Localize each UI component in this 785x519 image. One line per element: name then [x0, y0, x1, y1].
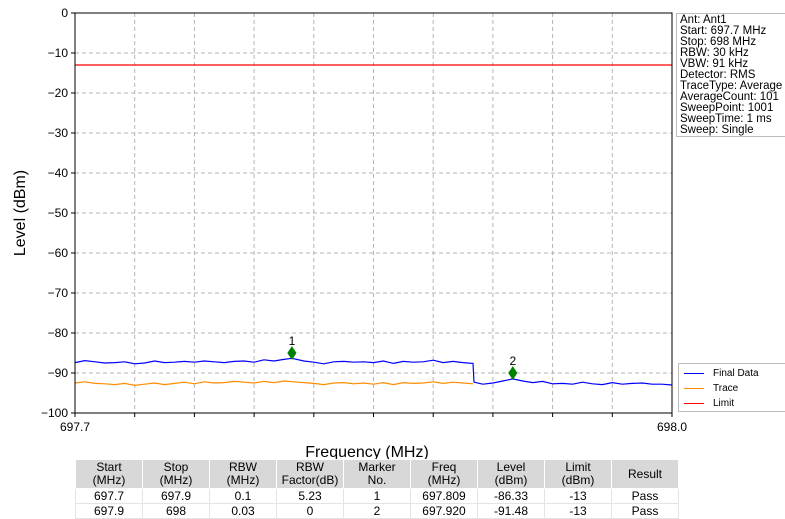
cell-level: -86.33: [477, 488, 545, 504]
spectrum-chart: 12 0−10−20−30−40−50−60−70−80−90−100697.7…: [12, 6, 687, 460]
marker-label: 1: [289, 334, 296, 348]
cell-limit: -13: [544, 503, 612, 519]
header-rbw-factor: RBW Factor(dB): [276, 459, 344, 489]
cell-rbw: 0.03: [209, 503, 277, 519]
y-tick-label: −80: [48, 326, 69, 340]
legend-item-limit: Limit: [684, 396, 785, 411]
legend-item-final-data: Final Data: [684, 366, 785, 381]
cell-level: -91.48: [477, 503, 545, 519]
header-level: Level (dBm): [477, 459, 545, 489]
cell-rbw-factor: 0: [276, 503, 344, 519]
legend-label-trace: Trace: [713, 383, 739, 394]
y-tick-label: −100: [41, 406, 68, 420]
marker-label: 2: [509, 354, 516, 368]
cell-start: 697.7: [75, 488, 143, 504]
cell-limit: -13: [544, 488, 612, 504]
info-sweep-time: SweepTime: 1 ms: [680, 113, 772, 125]
x-tick-label: 698.0: [657, 420, 687, 434]
info-sweep: Sweep: Single: [680, 124, 754, 136]
info-antenna: Ant: Ant1: [680, 14, 727, 26]
header-stop: Stop (MHz): [142, 459, 210, 489]
legend-label-limit: Limit: [713, 398, 735, 409]
header-marker-no: Marker No.: [343, 459, 411, 489]
y-tick-label: −50: [48, 206, 69, 220]
table-row: 697.9 698 0.03 0 2 697.920 -91.48 -13 Pa…: [75, 503, 679, 519]
y-tick-label: −70: [48, 286, 69, 300]
marker-layer: 12: [287, 334, 518, 380]
legend-swatch-trace: [684, 388, 704, 389]
info-average-count: AverageCount: 101: [680, 91, 779, 103]
info-stop: Stop: 698 MHz: [680, 36, 757, 48]
info-rbw: RBW: 30 kHz: [680, 47, 749, 59]
header-result: Result: [611, 459, 679, 489]
y-tick-label: −30: [48, 126, 69, 140]
legend-swatch-limit: [684, 403, 704, 404]
info-vbw: VBW: 91 kHz: [680, 58, 749, 70]
cell-stop: 697.9: [142, 488, 210, 504]
legend-swatch-final-data: [684, 373, 704, 374]
legend-item-trace: Trace: [684, 381, 785, 396]
x-axis-title: Frequency (MHz): [305, 444, 429, 460]
series-line-trace: [74, 380, 474, 387]
measurement-info-box: Ant: Ant1 Start: 697.7 MHz Stop: 698 MHz…: [676, 13, 785, 137]
marker-diamond: [287, 346, 297, 360]
cell-start: 697.9: [75, 503, 143, 519]
cell-rbw-factor: 5.23: [276, 488, 344, 504]
y-tick-label: −40: [48, 166, 69, 180]
info-sweep-point: SweepPoint: 1001: [680, 102, 774, 114]
header-limit: Limit (dBm): [544, 459, 612, 489]
y-tick-label: −20: [48, 86, 69, 100]
series-layer: [74, 64, 673, 387]
grid-lines: [75, 13, 672, 413]
marker-diamond: [508, 366, 518, 380]
y-axis-title: Level (dBm): [12, 170, 29, 256]
series-line-final-data: [74, 357, 673, 386]
header-rbw: RBW (MHz): [209, 459, 277, 489]
y-tick-label: 0: [61, 6, 68, 20]
results-table: Start (MHz) Stop (MHz) RBW (MHz) RBW Factor(…: [75, 459, 679, 519]
cell-freq: 697.809: [410, 488, 478, 504]
cell-result: Pass: [611, 503, 679, 519]
cell-result: Pass: [611, 488, 679, 504]
info-start: Start: 697.7 MHz: [680, 25, 767, 37]
cell-rbw: 0.1: [209, 488, 277, 504]
chart-legend: Final Data Trace Limit: [678, 363, 785, 412]
header-freq: Freq (MHz): [410, 459, 478, 489]
info-trace-type: TraceType: Average: [680, 80, 783, 92]
results-header-row: Start (MHz) Stop (MHz) RBW (MHz) RBW Factor(…: [75, 459, 679, 489]
table-row: 697.7 697.9 0.1 5.23 1 697.809 -86.33 -1…: [75, 488, 679, 504]
legend-label-final-data: Final Data: [713, 368, 759, 379]
cell-marker-no: 2: [343, 503, 411, 519]
y-tick-label: −10: [48, 46, 69, 60]
y-tick-label: −60: [48, 246, 69, 260]
header-start: Start (MHz): [75, 459, 143, 489]
info-detector: Detector: RMS: [680, 69, 756, 81]
cell-stop: 698: [142, 503, 210, 519]
x-tick-label: 697.7: [60, 420, 90, 434]
cell-marker-no: 1: [343, 488, 411, 504]
cell-freq: 697.920: [410, 503, 478, 519]
y-tick-label: −90: [48, 366, 69, 380]
